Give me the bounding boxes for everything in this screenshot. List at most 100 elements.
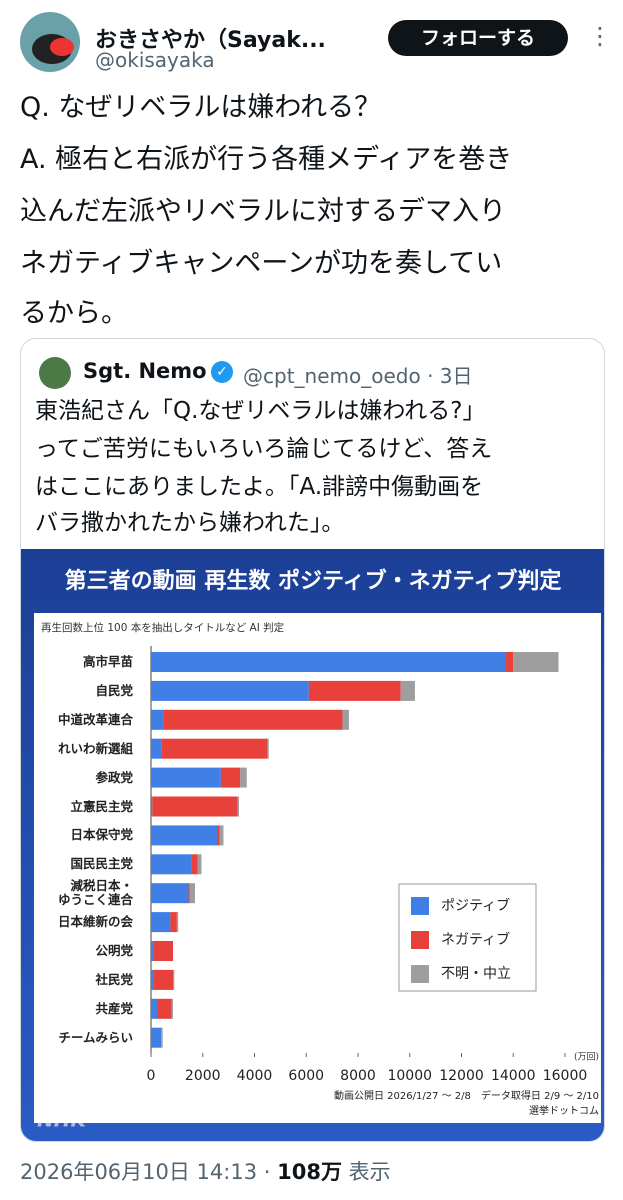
bar-segment — [505, 652, 514, 672]
quote-text: はここにありましたよ。「A.誹謗中傷動画を — [35, 474, 484, 500]
bar-segment — [172, 969, 175, 990]
quote-author: Sgt. Nemo — [83, 359, 207, 383]
x-tick-label: 0 — [147, 1068, 156, 1084]
category-label: 国民民主党 — [70, 856, 133, 872]
unit-label: (万回) — [574, 1052, 599, 1063]
x-tick-label: 10000 — [387, 1068, 432, 1084]
legend-label: 不明・中立 — [441, 966, 511, 982]
watermark: NHK — [37, 1108, 87, 1132]
category-label: 社民党 — [95, 971, 133, 987]
tweet-text: 込んだ左派やリベラルに対するデマ入り — [20, 196, 506, 227]
bar-segment — [161, 738, 268, 759]
view-count: 108万 — [277, 1160, 342, 1184]
x-tick-label: 6000 — [288, 1068, 324, 1084]
x-tick-label: 8000 — [340, 1068, 376, 1084]
bar-segment — [513, 652, 559, 672]
legend-label: ポジティブ — [441, 897, 510, 914]
bar-segment — [188, 883, 190, 904]
bar-segment — [171, 998, 173, 1019]
bar-segment — [151, 767, 221, 788]
bar-segment — [151, 969, 154, 990]
bar-segment — [151, 796, 153, 817]
bar-segment — [151, 912, 171, 933]
bar-segment — [342, 709, 349, 730]
timestamp: 2026年06月10日 14:13 · 108万 表示 — [20, 1156, 391, 1186]
category-label: 中道改革連合 — [57, 711, 133, 727]
bar-segment — [216, 825, 220, 846]
bar-segment — [151, 825, 217, 846]
x-tick-label: 16000 — [543, 1068, 588, 1084]
x-tick-label: 4000 — [237, 1068, 273, 1084]
bar-segment — [153, 941, 173, 961]
bar-segment — [163, 709, 343, 730]
bar-segment — [237, 796, 239, 817]
more-icon[interactable]: ⋮ — [588, 22, 612, 50]
quote-text: ってご苦労にもいろいろ論じてるけど、答え — [35, 436, 493, 462]
category-label: 高市早苗 — [82, 654, 133, 669]
x-tick-label: 12000 — [439, 1068, 484, 1084]
avatar[interactable] — [20, 12, 80, 72]
chart-title: 第三者の動画 再生数 ポジティブ・ネガティブ判定 — [65, 568, 562, 594]
bar-segment — [267, 738, 269, 759]
post-time[interactable]: 2026年06月10日 14:13 · — [20, 1160, 271, 1184]
tweet-text: A. 極右と右派が行う各種メディアを巻き — [20, 144, 513, 175]
category-label: チームみらい — [58, 1029, 133, 1045]
bar-segment — [151, 680, 309, 701]
bar-segment — [197, 854, 202, 875]
chart-image: 第三者の動画 再生数 ポジティブ・ネガティブ判定 再生回数上位 100 本を抽出… — [21, 549, 604, 1141]
bar-segment — [151, 941, 154, 961]
category-label: 立憲民主党 — [70, 798, 133, 814]
category-label: 共産党 — [95, 1000, 133, 1016]
quote-card[interactable]: Sgt. Nemo ✓ @cpt_nemo_oedo · 3日 東浩紀さん「Q.… — [20, 338, 605, 1142]
bar-segment — [151, 652, 506, 672]
bar-segment — [161, 1027, 163, 1048]
bar-segment — [189, 883, 195, 904]
bar-segment — [176, 912, 179, 933]
bar-segment — [151, 883, 189, 904]
bar-segment — [153, 969, 173, 990]
category-label: れいわ新選組 — [57, 740, 133, 756]
x-tick-label: 2000 — [185, 1068, 221, 1084]
bar-segment — [151, 1027, 162, 1048]
view-label: 表示 — [348, 1160, 391, 1184]
chart-note: 選挙ドットコム — [529, 1104, 599, 1117]
tweet-text: ネガティブキャンペーンが功を奏してい — [20, 248, 503, 279]
bar-segment — [152, 796, 238, 817]
bar-segment — [400, 680, 415, 701]
category-label: 自民党 — [95, 682, 133, 698]
bar-segment — [151, 709, 164, 730]
bar-segment — [157, 998, 172, 1019]
quote-avatar — [39, 357, 71, 389]
category-label: 減税日本・ ゆうこく連合 — [57, 878, 133, 908]
author-name[interactable]: おきさやか（Sayak... — [95, 28, 326, 53]
bar-segment — [170, 912, 177, 933]
quote-text: 東浩紀さん「Q.なぜリベラルは嫌われる?」 — [35, 398, 486, 424]
category-label: 参政党 — [95, 769, 133, 785]
bar-segment — [151, 738, 162, 759]
bar-segment — [308, 680, 401, 701]
tweet-text: Q. なぜリベラルは嫌われる？ — [20, 92, 382, 123]
tweet-text: るから。 — [20, 298, 128, 329]
verified-badge: ✓ — [211, 361, 233, 383]
bar-segment — [240, 767, 247, 788]
x-tick-label: 14000 — [491, 1068, 536, 1084]
legend-swatch — [411, 965, 429, 983]
category-label: 日本保守党 — [70, 827, 133, 843]
legend-label: ネガティブ — [441, 931, 510, 948]
follow-button[interactable]: フォローする — [388, 20, 568, 56]
bar-segment — [151, 998, 158, 1019]
bar-segment — [219, 825, 224, 846]
bar-segment — [191, 854, 198, 875]
category-label: 公明党 — [95, 943, 133, 958]
quote-text: バラ撒かれたから嫌われた」。 — [35, 510, 345, 536]
author-handle[interactable]: @okisayaka — [95, 48, 215, 72]
quote-handle: @cpt_nemo_oedo · 3日 — [243, 364, 473, 388]
bar-segment — [151, 854, 192, 875]
category-label: 日本維新の会 — [57, 914, 133, 930]
legend-swatch — [411, 931, 429, 949]
chart-note: 動画公開日 2026/1/27 ～ 2/8 データ取得日 2/9 ～ 2/10 — [334, 1089, 599, 1102]
bar-segment — [220, 767, 241, 788]
chart-subtitle: 再生回数上位 100 本を抽出しタイトルなど AI 判定 — [41, 621, 285, 634]
legend-swatch — [411, 897, 429, 915]
